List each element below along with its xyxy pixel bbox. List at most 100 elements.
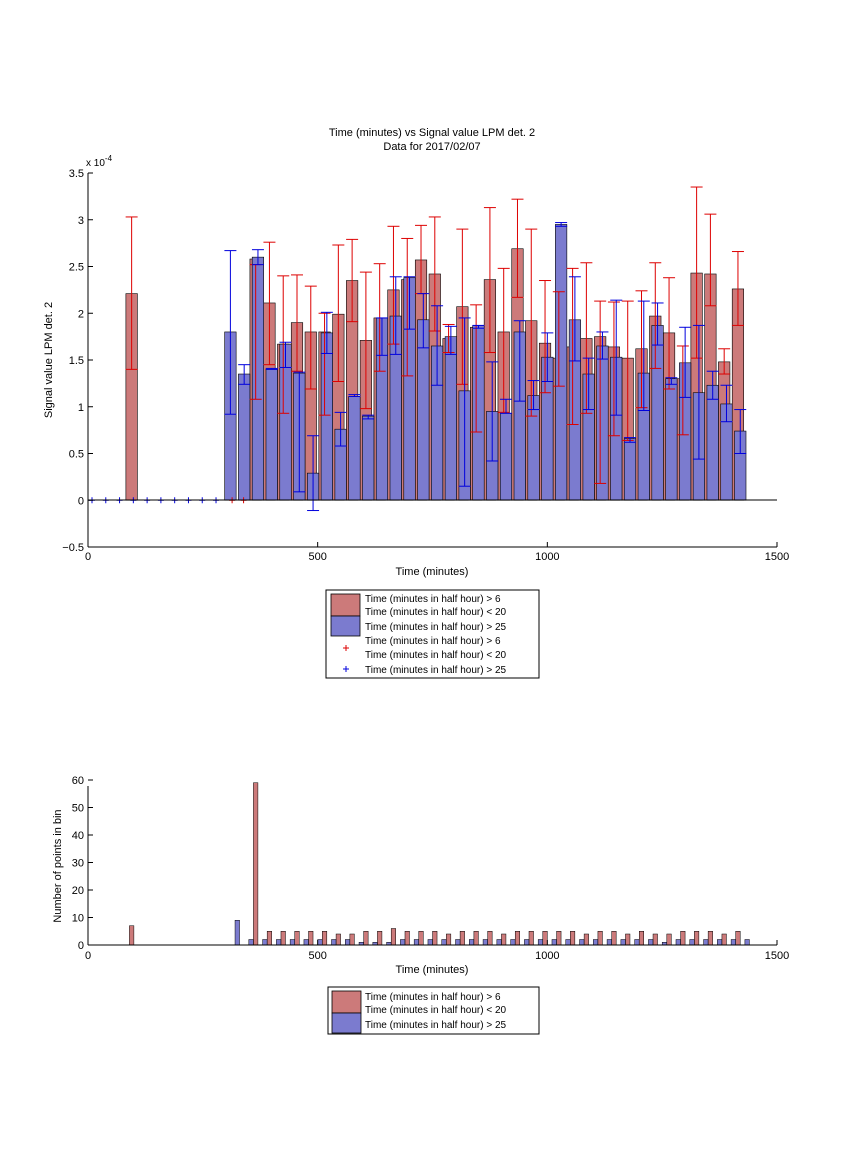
- red-count-bar: [253, 782, 259, 946]
- red-count-bar: [501, 933, 507, 946]
- red-count-bar: [597, 931, 603, 946]
- blue-count-bar: [565, 939, 571, 946]
- legend-swatch-blue: [330, 615, 361, 637]
- count-chart: 0 10 20 30 40 50 60 0 500 1000 1500 Number of poi…: [52, 775, 789, 976]
- legend-label: Time (minutes in half hour) > 6: [365, 992, 501, 1003]
- x-tick-label: 500: [308, 950, 326, 962]
- red-count-bar: [377, 931, 383, 946]
- chart-title: Time (minutes) vs Signal value LPM det. …: [329, 127, 535, 139]
- blue-count-bar: [331, 939, 337, 946]
- blue-signal-bar: [362, 415, 375, 501]
- blue-count-bar: [606, 939, 612, 946]
- red-count-bar: [266, 931, 272, 946]
- x-tick-label: 1000: [535, 950, 559, 962]
- blue-count-bar: [730, 939, 736, 946]
- y-tick-label: 2: [78, 308, 84, 320]
- red-count-bar: [446, 933, 452, 946]
- red-count-bar: [459, 931, 465, 946]
- legend-label: Time (minutes in half hour) < 20: [365, 607, 507, 618]
- blue-count-bar: [744, 939, 750, 946]
- red-count-bar: [528, 931, 534, 946]
- legend-label: Time (minutes in half hour) > 6: [365, 594, 501, 605]
- legend-marker-blue-plus: [343, 666, 349, 672]
- red-count-bar: [349, 933, 355, 946]
- blue-count-bar: [400, 939, 406, 946]
- blue-count-bar: [234, 920, 240, 946]
- legend-swatch-blue: [331, 1012, 362, 1034]
- red-count-bar: [680, 931, 686, 946]
- x-tick-label: 500: [308, 551, 326, 563]
- blue-signal-bar: [623, 438, 637, 501]
- blue-count-bar: [579, 939, 585, 946]
- legend-label: Time (minutes in half hour) < 20: [365, 650, 507, 661]
- y-tick-label: 20: [72, 885, 84, 897]
- blue-count-bars: [234, 920, 750, 946]
- red-count-bar: [335, 933, 341, 946]
- blue-signal-bar: [238, 373, 251, 501]
- y-ticks: −0.5 0 0.5 1 1.5 2 2.5 3 3.5: [62, 168, 93, 554]
- x-axis-label: Time (minutes): [396, 964, 469, 976]
- red-count-bar: [322, 931, 328, 946]
- blue-signal-bar: [348, 396, 361, 501]
- x-ticks: 0 500 1000 1500: [85, 542, 789, 563]
- legend-label: Time (minutes in half hour) > 25: [365, 665, 507, 676]
- red-count-bar: [721, 933, 727, 946]
- legend-swatch-red: [331, 990, 362, 1014]
- x-tick-label: 0: [85, 950, 91, 962]
- blue-count-bar: [648, 939, 654, 946]
- y-tick-label: 1.5: [69, 355, 84, 367]
- blue-count-bar: [620, 939, 626, 946]
- blue-count-bar: [413, 939, 419, 946]
- exponent-base: x 10: [86, 158, 105, 169]
- count-legend: Time (minutes in half hour) > 6 Time (mi…: [327, 986, 540, 1035]
- exponent-label: x 10-4: [86, 154, 113, 169]
- legend-label: Time (minutes in half hour) < 20: [365, 1005, 507, 1016]
- legend-label: Time (minutes in half hour) > 6: [365, 636, 501, 647]
- blue-count-bar: [248, 939, 254, 946]
- blue-count-bar: [703, 939, 709, 946]
- y-tick-label: −0.5: [62, 542, 84, 554]
- red-count-bar: [363, 931, 369, 946]
- red-count-bar: [735, 931, 741, 946]
- red-count-bar: [556, 931, 562, 946]
- legend-label: Time (minutes in half hour) > 25: [365, 1020, 507, 1031]
- x-tick-label: 1500: [765, 551, 789, 563]
- red-count-bar: [666, 933, 672, 946]
- red-count-bar: [542, 931, 548, 946]
- x-ticks: 0 500 1000 1500: [85, 940, 789, 962]
- red-count-bar: [432, 931, 438, 946]
- blue-count-bar: [510, 939, 516, 946]
- blue-count-bar: [345, 939, 351, 946]
- blue-signal-bar: [527, 395, 540, 501]
- red-count-bar: [129, 925, 135, 946]
- blue-count-bar: [537, 939, 543, 946]
- y-ticks: 0 10 20 30 40 50 60: [72, 775, 93, 952]
- blue-count-bar: [289, 939, 295, 946]
- red-count-bar: [611, 931, 617, 946]
- y-tick-label: 30: [72, 858, 84, 870]
- blue-signal-bar: [706, 384, 719, 501]
- blue-error-bars-front: [224, 222, 747, 512]
- y-tick-label: 10: [72, 913, 84, 925]
- red-count-bar: [694, 931, 700, 946]
- blue-count-bar: [675, 939, 681, 946]
- exponent-power: -4: [105, 154, 113, 163]
- x-axis-label: Time (minutes): [396, 566, 469, 578]
- blue-signal-bar: [555, 224, 568, 501]
- y-tick-label: 3.5: [69, 168, 84, 180]
- chart-subtitle: Data for 2017/02/07: [383, 141, 480, 153]
- y-tick-label: 0: [78, 940, 84, 952]
- blue-count-bar: [593, 939, 599, 946]
- red-count-bar: [473, 931, 479, 946]
- legend-marker-red-plus: [343, 645, 349, 651]
- red-count-bars: [129, 782, 741, 946]
- legend-label: Time (minutes in half hour) > 25: [365, 622, 507, 633]
- red-count-bar: [390, 928, 396, 946]
- blue-count-bar: [317, 939, 323, 946]
- blue-count-bar: [717, 939, 723, 946]
- blue-signal-bar: [499, 412, 513, 501]
- red-count-bar: [570, 931, 576, 946]
- legend-swatch-red: [330, 593, 361, 617]
- signal-legend: Time (minutes in half hour) > 6 Time (mi…: [325, 589, 540, 679]
